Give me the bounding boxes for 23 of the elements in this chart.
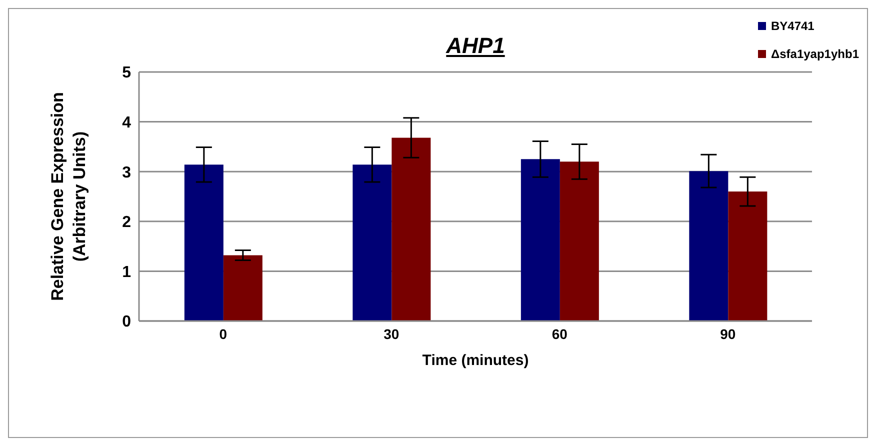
- bar: [184, 164, 224, 321]
- y-tick-label: 1: [122, 264, 132, 281]
- x-tick-label: 60: [552, 326, 568, 342]
- x-tick-label: 30: [384, 326, 400, 342]
- y-tick-label: 0: [122, 314, 132, 331]
- bar: [392, 138, 431, 321]
- bar: [520, 159, 560, 321]
- bar: [223, 255, 262, 321]
- chart-title: AHP1: [446, 33, 505, 58]
- y-tick-label: 4: [122, 114, 132, 132]
- x-tick-label: 0: [219, 326, 228, 342]
- bar: [728, 192, 768, 321]
- bar: [689, 171, 728, 321]
- legend-label: Δsfa1yap1yhb1: [770, 47, 859, 61]
- x-axis-title: Time (minutes): [422, 352, 529, 369]
- y-axis-title: Relative Gene Expression (Arbitrary Units): [48, 92, 89, 301]
- y-tick-label: 2: [122, 214, 132, 232]
- y-tick-label: 5: [122, 64, 132, 82]
- x-tick-label: 90: [720, 326, 736, 342]
- bar: [560, 162, 599, 321]
- y-tick-label: 3: [122, 164, 132, 182]
- legend-label: BY4741: [770, 19, 816, 33]
- bar: [352, 164, 392, 321]
